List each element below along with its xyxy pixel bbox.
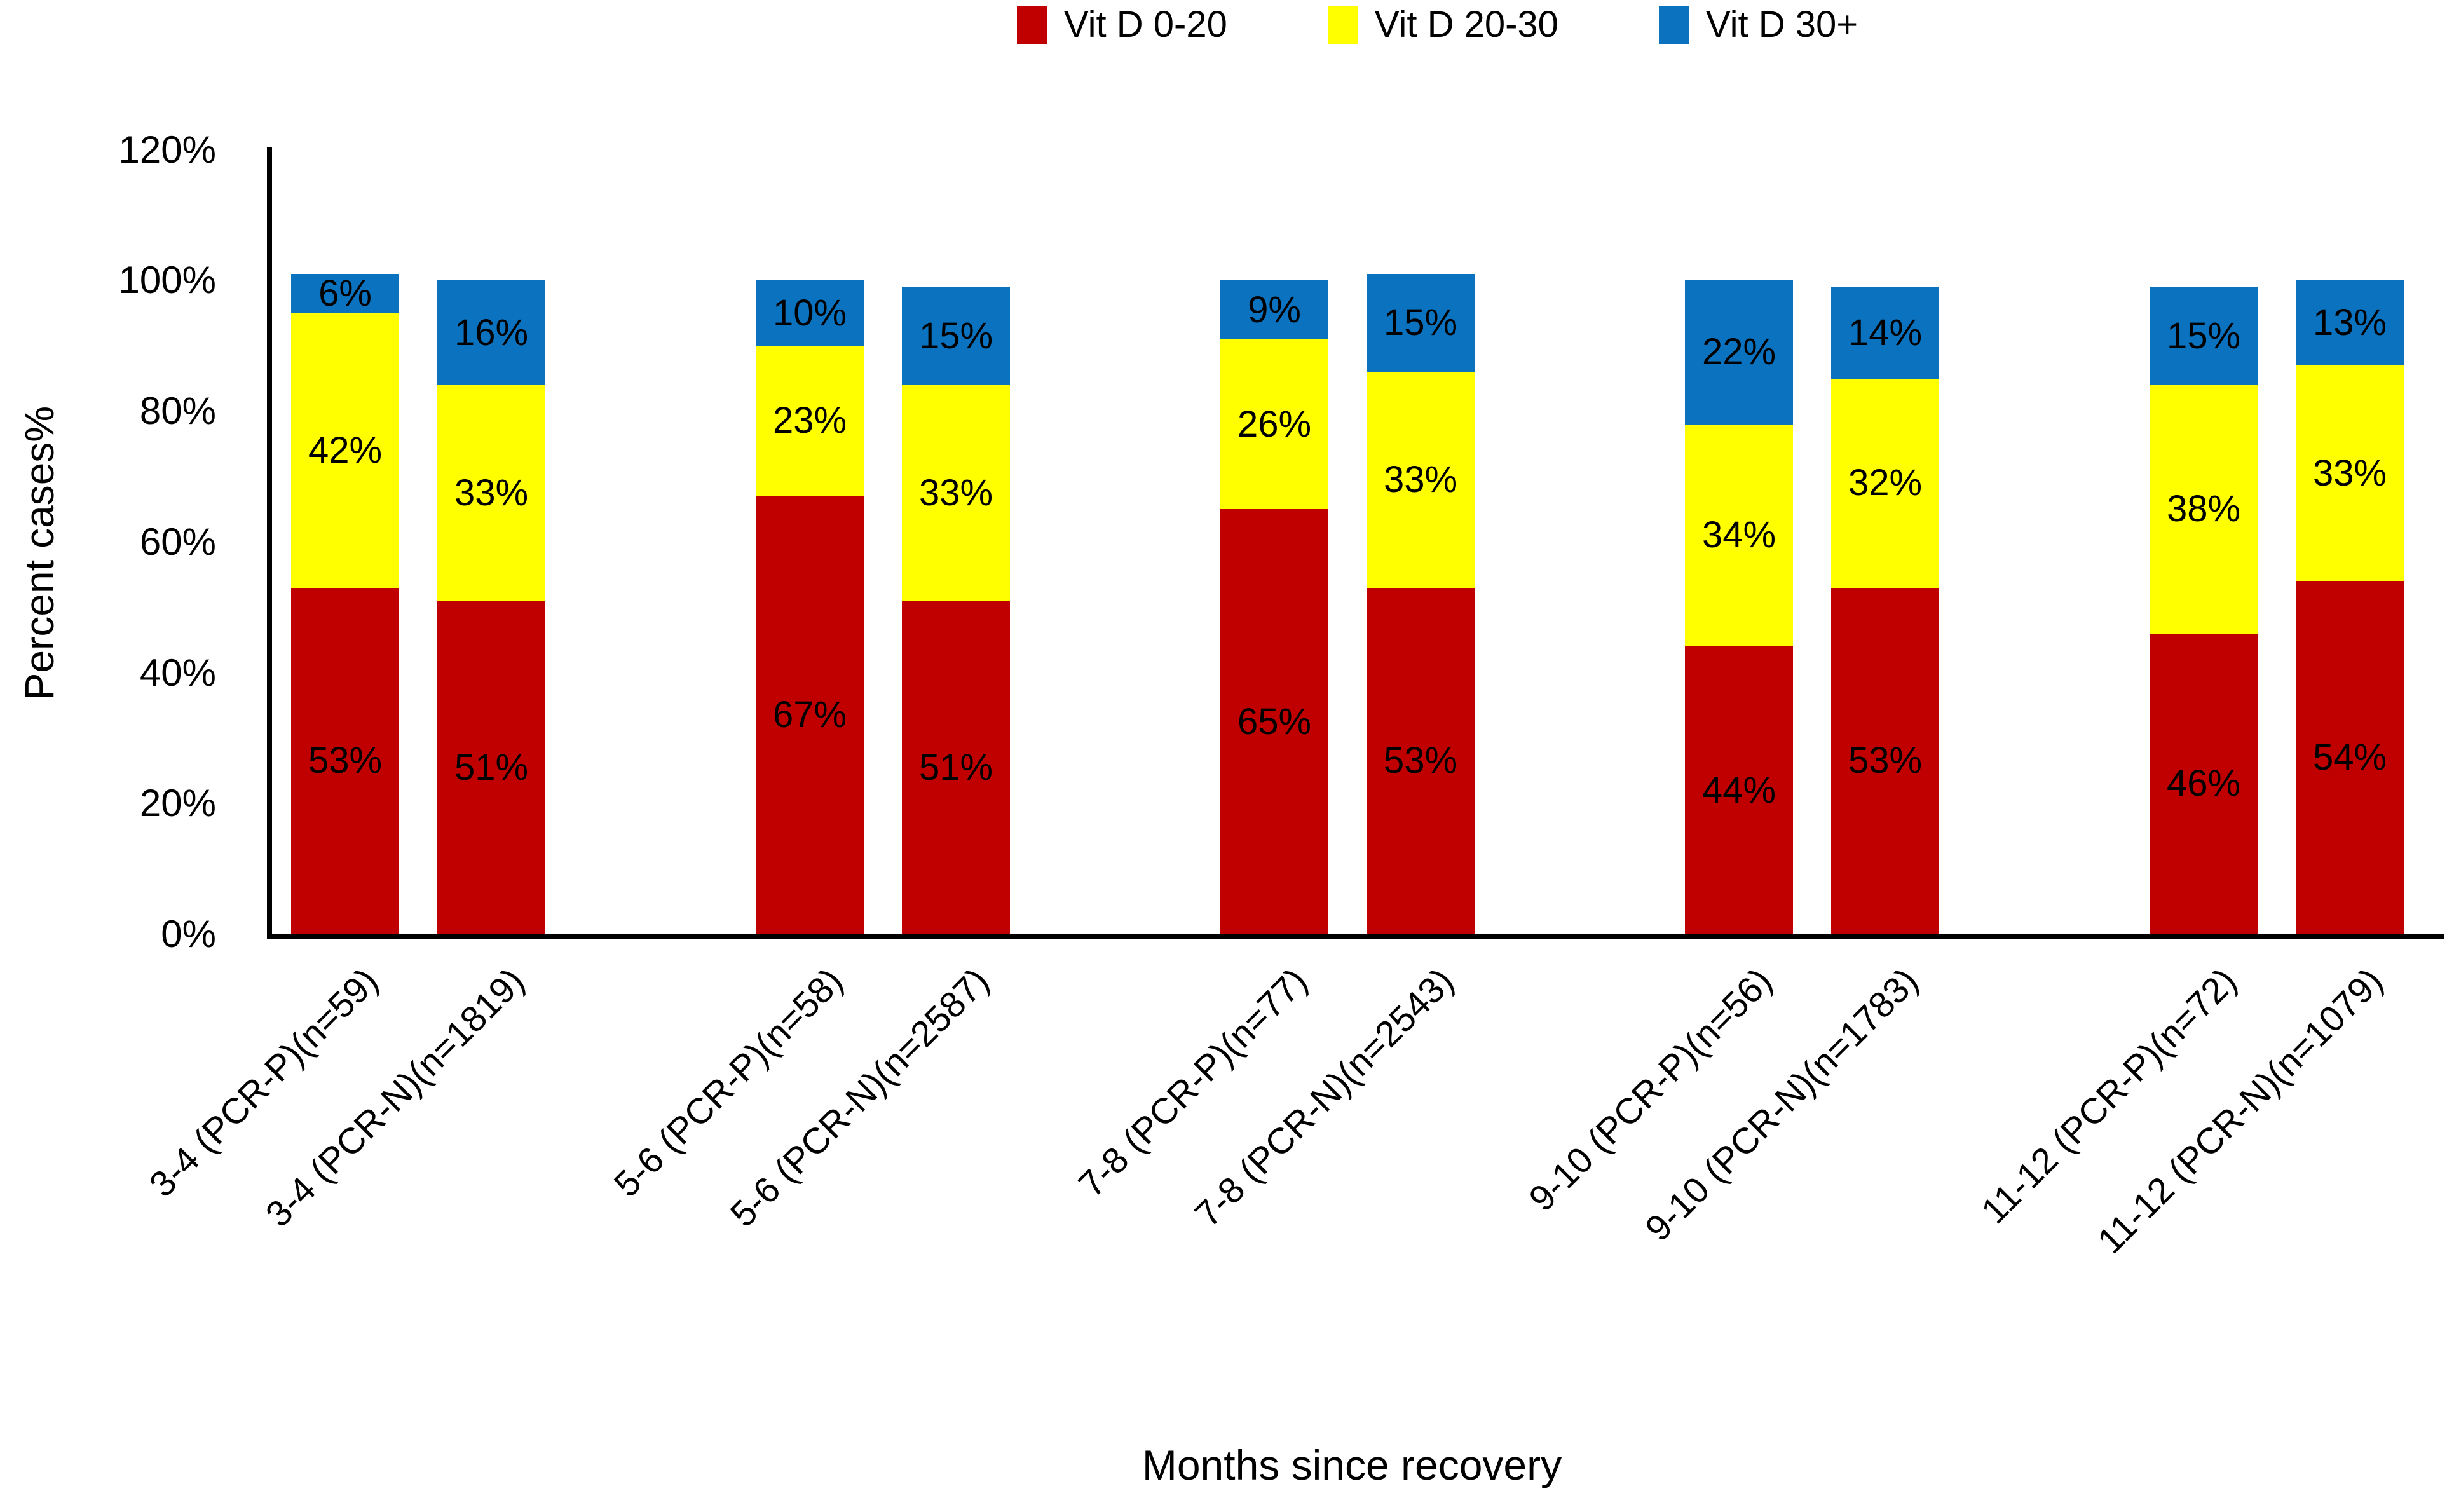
segment-data-label: 23% xyxy=(772,400,847,442)
segment-data-label: 65% xyxy=(1237,700,1312,742)
segment-data-label: 46% xyxy=(2166,763,2241,805)
segment-vit-d-0-20: 67% xyxy=(756,496,864,934)
legend: Vit D 0-20 Vit D 20-30 Vit D 30+ xyxy=(1017,4,1858,46)
segment-data-label: 38% xyxy=(2166,488,2241,530)
segment-vit-d-30+: 6% xyxy=(291,272,399,314)
bar-group-1: 67% 23% 10% 51% 33% 15% xyxy=(756,280,1010,934)
segment-vit-d-30+: 9% xyxy=(1220,280,1328,339)
segment-data-label: 10% xyxy=(772,292,847,334)
legend-item-vit-d-30plus: Vit D 30+ xyxy=(1658,4,1858,46)
segment-data-label: 26% xyxy=(1237,403,1312,445)
segment-vit-d-0-20: 53% xyxy=(291,587,399,934)
bar-2: 67% 23% 10% xyxy=(756,280,864,934)
segment-vit-d-20-30: 32% xyxy=(1831,378,1939,588)
segment-vit-d-20-30: 33% xyxy=(1367,372,1475,588)
bar-8: 46% 38% 15% xyxy=(2150,287,2258,934)
bar-4: 65% 26% 9% xyxy=(1220,280,1328,934)
y-tick-label-20: 20% xyxy=(139,782,216,825)
segment-vit-d-0-20: 51% xyxy=(437,601,545,934)
segment-data-label: 34% xyxy=(1701,514,1776,556)
segment-vit-d-30+: 22% xyxy=(1685,280,1793,425)
segment-vit-d-30+: 13% xyxy=(2296,280,2404,365)
bar-7: 53% 32% 14% xyxy=(1831,287,1939,934)
bar-5: 53% 33% 15% xyxy=(1367,273,1475,934)
segment-vit-d-0-20: 65% xyxy=(1220,509,1328,934)
segment-data-label: 42% xyxy=(308,429,383,471)
segment-vit-d-0-20: 53% xyxy=(1367,587,1475,934)
x-axis-title: Months since recovery xyxy=(1142,1441,1562,1488)
y-tick-label-0: 0% xyxy=(161,913,216,955)
legend-item-vit-d-20-30: Vit D 20-30 xyxy=(1327,4,1558,46)
y-tick-label-80: 80% xyxy=(139,390,216,432)
segment-data-label: 15% xyxy=(918,315,993,357)
segment-data-label: 33% xyxy=(2312,452,2387,494)
segment-data-label: 44% xyxy=(1701,769,1776,811)
segment-data-label: 14% xyxy=(1848,311,1923,353)
bar-group-2: 65% 26% 9% 53% 33% 15% xyxy=(1220,273,1475,934)
bar-group-4: 46% 38% 15% 54% 33% 13% xyxy=(2150,280,2404,934)
y-tick-label-40: 40% xyxy=(139,651,216,694)
segment-vit-d-20-30: 42% xyxy=(291,313,399,588)
segment-vit-d-20-30: 23% xyxy=(756,346,864,496)
segment-data-label: 51% xyxy=(918,746,993,788)
segment-data-label: 16% xyxy=(454,311,529,353)
segment-data-label: 6% xyxy=(318,272,372,314)
segment-data-label: 15% xyxy=(2166,315,2241,357)
segment-vit-d-20-30: 33% xyxy=(902,385,1010,601)
segment-data-label: 67% xyxy=(772,694,847,736)
segment-data-label: 51% xyxy=(454,746,529,788)
legend-label-vit-d-20-30: Vit D 20-30 xyxy=(1374,4,1558,45)
bar-1: 51% 33% 16% xyxy=(437,280,545,934)
segment-vit-d-30+: 15% xyxy=(902,287,1010,385)
bar-group-0: 53% 42% 6% 51% 33% 16% xyxy=(291,272,545,934)
segment-data-label: 13% xyxy=(2312,302,2387,344)
segment-vit-d-0-20: 51% xyxy=(902,601,1010,934)
y-tick-label-60: 60% xyxy=(139,520,216,563)
legend-swatch-vit-d-20-30-icon xyxy=(1327,6,1358,44)
segment-data-label: 53% xyxy=(1383,740,1458,782)
bar-6: 44% 34% 22% xyxy=(1685,280,1793,934)
segment-data-label: 9% xyxy=(1248,289,1301,330)
segment-vit-d-30+: 14% xyxy=(1831,287,1939,379)
segment-vit-d-20-30: 33% xyxy=(437,385,545,601)
legend-swatch-vit-d-0-20-icon xyxy=(1017,6,1047,44)
segment-vit-d-0-20: 46% xyxy=(2150,633,2258,934)
segment-data-label: 33% xyxy=(1383,459,1458,501)
segment-vit-d-20-30: 34% xyxy=(1685,424,1793,647)
bar-9: 54% 33% 13% xyxy=(2296,280,2404,934)
legend-swatch-vit-d-30plus-icon xyxy=(1658,6,1689,44)
bar-3: 51% 33% 15% xyxy=(902,287,1010,934)
legend-label-vit-d-0-20: Vit D 0-20 xyxy=(1064,4,1227,45)
segment-vit-d-30+: 10% xyxy=(756,280,864,346)
segment-vit-d-30+: 16% xyxy=(437,280,545,385)
segment-data-label: 22% xyxy=(1701,331,1776,373)
segment-vit-d-20-30: 33% xyxy=(2296,365,2404,582)
segment-vit-d-20-30: 38% xyxy=(2150,385,2258,634)
segment-data-label: 54% xyxy=(2312,737,2387,779)
legend-label-vit-d-30plus: Vit D 30+ xyxy=(1705,4,1858,45)
y-axis-line xyxy=(267,147,272,939)
segment-data-label: 15% xyxy=(1383,302,1458,344)
segment-data-label: 33% xyxy=(454,472,529,514)
x-axis-line xyxy=(267,934,2444,939)
segment-vit-d-20-30: 26% xyxy=(1220,339,1328,510)
segment-vit-d-30+: 15% xyxy=(2150,287,2258,385)
y-tick-label-120: 120% xyxy=(118,128,216,171)
segment-vit-d-0-20: 53% xyxy=(1831,587,1939,934)
segment-data-label: 53% xyxy=(1848,740,1923,782)
bar-0: 53% 42% 6% xyxy=(291,272,399,934)
y-tick-label-100: 100% xyxy=(118,259,216,302)
segment-vit-d-0-20: 54% xyxy=(2296,581,2404,934)
segment-vit-d-0-20: 44% xyxy=(1685,646,1793,934)
bar-group-3: 44% 34% 22% 53% 32% 14% xyxy=(1685,280,1939,934)
segment-data-label: 33% xyxy=(918,472,993,514)
segment-data-label: 53% xyxy=(308,740,383,782)
segment-vit-d-30+: 15% xyxy=(1367,273,1475,372)
segment-data-label: 32% xyxy=(1848,462,1923,504)
legend-item-vit-d-0-20: Vit D 0-20 xyxy=(1017,4,1227,46)
